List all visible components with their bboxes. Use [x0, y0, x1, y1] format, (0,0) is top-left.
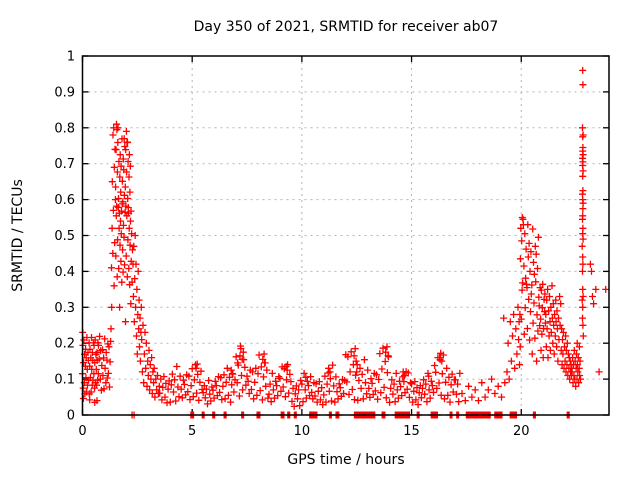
data-points: [79, 66, 610, 419]
x-tick-label: 15: [403, 424, 420, 439]
data-points-path: [79, 66, 610, 419]
y-tick-label: 0.7: [54, 157, 75, 172]
y-tick-label: 0: [67, 409, 75, 424]
y-tick-label: 0.4: [54, 265, 75, 280]
y-axis-label: SRMTID / TECUs: [10, 179, 26, 292]
y-tick-label: 0.2: [54, 337, 75, 352]
tick-labels: 0 5 10 15 20 0 0.1 0.2 0.3 0.4 0.5 0.6 0.7 0.8 0.9 1: [54, 50, 529, 440]
x-tick-label: 20: [513, 424, 530, 439]
x-tick-label: 10: [294, 424, 311, 439]
y-tick-label: 0.3: [54, 301, 75, 316]
y-tick-label: 0.1: [54, 373, 75, 388]
plot-border: [81, 55, 610, 416]
y-tick-label: 0.6: [54, 193, 75, 208]
y-tick-label: 0.9: [54, 85, 75, 100]
y-tick-label: 1: [67, 50, 75, 65]
grid-lines: [82, 56, 609, 415]
chart-title: Day 350 of 2021, SRMTID for receiver ab0…: [194, 19, 499, 35]
y-tick-label: 0.5: [54, 229, 75, 244]
y-tick-label: 0.8: [54, 121, 75, 136]
x-tick-label: 0: [78, 424, 86, 439]
x-axis-label: GPS time / hours: [287, 452, 404, 468]
x-tick-label: 5: [188, 424, 196, 439]
